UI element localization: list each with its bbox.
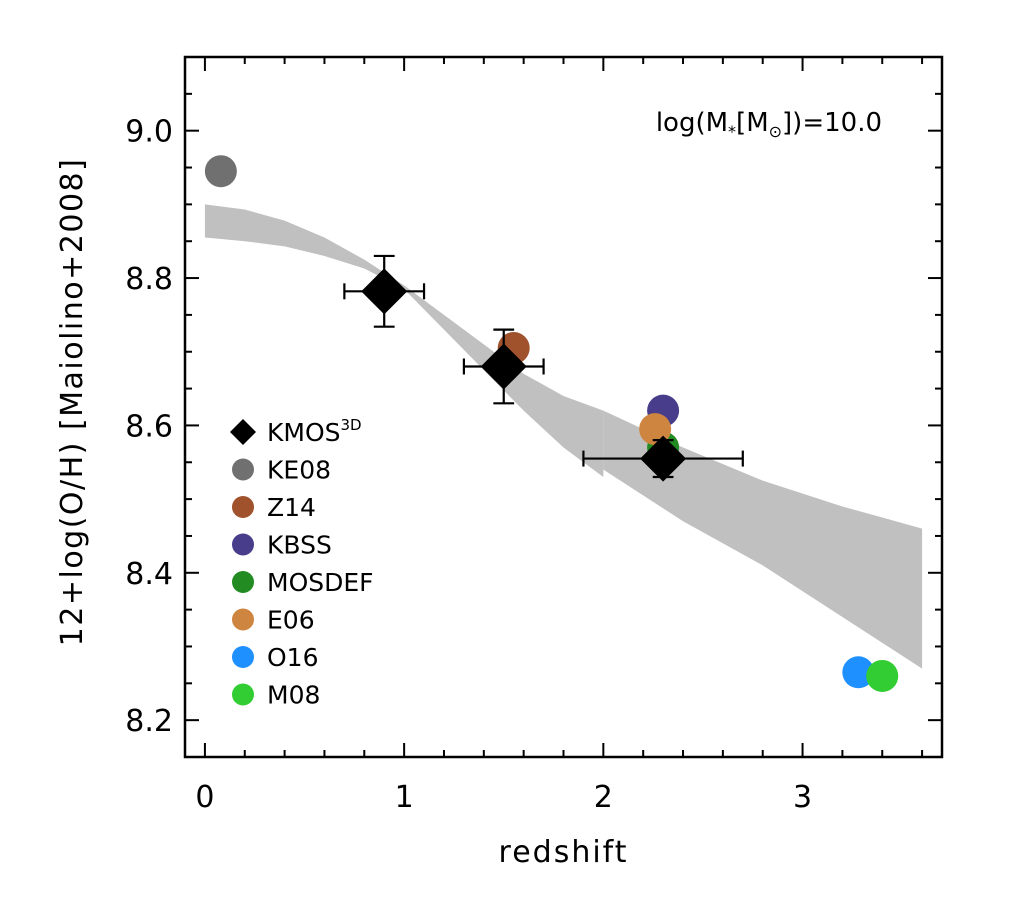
legend-label-text: O16 xyxy=(267,643,319,672)
legend-entry-o16: O16 xyxy=(232,643,319,672)
legend-entry-z14: Z14 xyxy=(232,493,316,522)
model-band-segment-0 xyxy=(204,204,604,478)
legend-label-text: KBSS xyxy=(267,531,332,560)
legend-label: Z14 xyxy=(267,493,316,522)
legend-marker xyxy=(232,646,254,668)
y-tick-label: 8.6 xyxy=(125,409,173,444)
model-band xyxy=(204,204,923,669)
legend-label: MOSDEF xyxy=(267,568,374,597)
tick-labels: 0 1 2 3 8.2 8.4 8.6 8.8 9.0 xyxy=(125,115,812,815)
y-tick-label: 8.2 xyxy=(125,704,173,739)
y-tick-label: 8.8 xyxy=(125,262,173,297)
legend-label: KMOS3D xyxy=(267,416,362,447)
annotation-mid: [M xyxy=(736,108,769,138)
kmos-points xyxy=(343,254,744,482)
kmos-diamond xyxy=(480,343,527,390)
legend: KMOS3D KE08 Z14 KBSS MOSDEF E06 O16 M08 xyxy=(230,416,374,710)
legend-label-text: E06 xyxy=(267,606,315,635)
point-o16 xyxy=(842,656,875,689)
legend-entry-kmos: KMOS3D xyxy=(230,416,362,447)
legend-marker xyxy=(230,419,256,445)
annotation-sub: * xyxy=(728,122,736,141)
legend-marker xyxy=(232,533,254,556)
legend-label: E06 xyxy=(267,606,315,635)
point-ke08 xyxy=(204,155,237,188)
legend-label-text: KE08 xyxy=(267,456,331,485)
annotation-suffix: ])=10.0 xyxy=(782,108,882,138)
kmos-point-1 xyxy=(462,328,545,405)
legend-marker xyxy=(232,458,254,481)
y-tick-label: 9.0 xyxy=(125,115,173,150)
legend-entry-m08: M08 xyxy=(232,681,320,710)
y-tick-label: 8.4 xyxy=(125,557,173,592)
x-tick-label: 2 xyxy=(594,780,613,815)
point-m08 xyxy=(866,659,899,692)
legend-label: O16 xyxy=(267,643,319,672)
legend-entry-mosdef: MOSDEF xyxy=(232,568,374,597)
legend-label-text: M08 xyxy=(267,681,320,710)
kmos-diamond xyxy=(640,435,687,482)
legend-label: KE08 xyxy=(267,456,331,485)
plot-frame xyxy=(183,55,944,759)
legend-marker xyxy=(232,683,254,706)
model-band-segment-1 xyxy=(603,410,923,669)
y-axis-label: 12+log(O/H) [Maiolino+2008] xyxy=(55,158,90,647)
kmos-point-2 xyxy=(582,435,744,482)
x-axis-label: redshift xyxy=(499,835,629,870)
legend-label: KBSS xyxy=(267,531,332,560)
legend-label-sup: 3D xyxy=(341,416,362,434)
annotation-sun: ⊙ xyxy=(769,122,782,141)
annotation-prefix: log(M xyxy=(656,108,728,138)
kmos-point-0 xyxy=(343,254,426,328)
x-tick-label: 0 xyxy=(195,780,214,815)
legend-marker xyxy=(232,496,254,518)
legend-label-text: MOSDEF xyxy=(267,568,374,597)
x-tick-label: 1 xyxy=(395,780,414,815)
legend-label: M08 xyxy=(267,681,320,710)
legend-marker xyxy=(232,571,254,593)
legend-marker xyxy=(232,608,254,631)
legend-entry-e06: E06 xyxy=(232,606,315,635)
legend-label-text: KMOS xyxy=(267,418,341,447)
legend-entry-ke08: KE08 xyxy=(232,456,331,485)
x-tick-label: 3 xyxy=(793,780,812,815)
mass-annotation: log(M*[M⊙])=10.0 xyxy=(656,108,882,141)
legend-label-text: Z14 xyxy=(267,493,316,522)
kmos-diamond xyxy=(361,268,408,315)
legend-entry-kbss: KBSS xyxy=(232,531,332,560)
